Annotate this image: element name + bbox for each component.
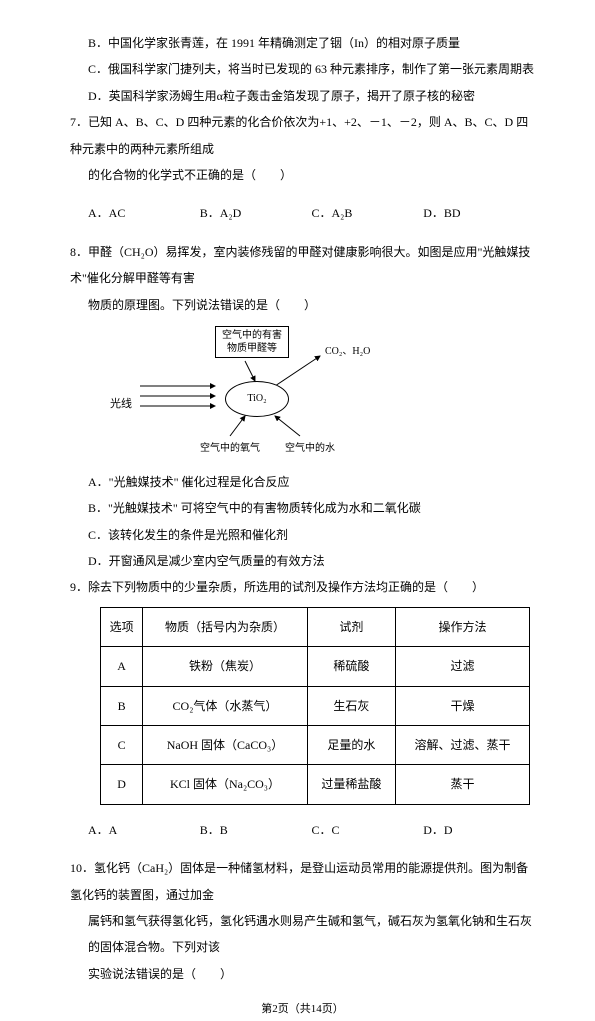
- diagram-top-box: 空气中的有害 物质甲醛等: [215, 326, 289, 358]
- cell: 溶解、过滤、蒸干: [395, 726, 529, 765]
- cell: 生石灰: [307, 686, 395, 725]
- q8-stem1: 8．甲醛（CH₂O）易挥发，室内装修残留的甲醛对健康影响很大。如图是应用"光触媒…: [70, 239, 535, 292]
- table-row: C NaOH 固体（CaCO₃） 足量的水 溶解、过滤、蒸干: [101, 726, 530, 765]
- q9-stem: 9．除去下列物质中的少量杂质，所选用的试剂及操作方法均正确的是（ ）: [70, 574, 535, 600]
- cell: 足量的水: [307, 726, 395, 765]
- table-row: A 铁粉（焦炭） 稀硫酸 过滤: [101, 647, 530, 686]
- q9-opt-b: B．B: [200, 817, 312, 843]
- cell: KCl 固体（Na₂CO₃）: [143, 765, 308, 804]
- q9-opt-a: A．A: [88, 817, 200, 843]
- cell: 过量稀盐酸: [307, 765, 395, 804]
- q10-stem2: 属钙和氢气获得氢化钙，氢化钙遇水则易产生碱和氢气，碱石灰为氢氧化钠和生石灰的固体…: [70, 908, 535, 961]
- page-footer: 第2页（共14页）: [70, 997, 535, 1021]
- cell: 过滤: [395, 647, 529, 686]
- cell: B: [101, 686, 143, 725]
- cell: 铁粉（焦炭）: [143, 647, 308, 686]
- cell: 干燥: [395, 686, 529, 725]
- q7-opt-d: D．BD: [423, 200, 535, 226]
- cell: 蒸干: [395, 765, 529, 804]
- q7-stem1: 7．已知 A、B、C、D 四种元素的化合价依次为+1、+2、－1、－2，则 A、…: [70, 109, 535, 162]
- q8-opt-b: B．"光触媒技术" 可将空气中的有害物质转化成为水和二氧化碳: [70, 495, 535, 521]
- q8-stem2: 物质的原理图。下列说法错误的是（ ）: [70, 292, 535, 318]
- cell: NaOH 固体（CaCO₃）: [143, 726, 308, 765]
- table-row: D KCl 固体（Na₂CO₃） 过量稀盐酸 蒸干: [101, 765, 530, 804]
- table-row: B CO₂气体（水蒸气） 生石灰 干燥: [101, 686, 530, 725]
- q7-stem2: 的化合物的化学式不正确的是（ ）: [70, 162, 535, 188]
- q9-table: 选项 物质（括号内为杂质） 试剂 操作方法 A 铁粉（焦炭） 稀硫酸 过滤 B …: [100, 607, 530, 805]
- q10-stem1: 10．氢化钙（CaH₂）固体是一种储氢材料，是登山运动员常用的能源提供剂。图为制…: [70, 855, 535, 908]
- cell: D: [101, 765, 143, 804]
- q8-opt-c: C．该转化发生的条件是光照和催化剂: [70, 522, 535, 548]
- q7-opt-b: B．A₂D: [200, 200, 312, 226]
- q7-opt-c: C．A₂B: [312, 200, 424, 226]
- q7-options: A．AC B．A₂D C．A₂B D．BD: [70, 200, 535, 226]
- cell: A: [101, 647, 143, 686]
- diagram-light: 光线: [110, 392, 132, 416]
- q10-stem3: 实验说法错误的是（ ）: [70, 961, 535, 987]
- diagram-co2: CO₂、H₂O: [325, 341, 370, 363]
- table-header-row: 选项 物质（括号内为杂质） 试剂 操作方法: [101, 607, 530, 646]
- th-method: 操作方法: [395, 607, 529, 646]
- q6-opt-c: C．俄国科学家门捷列夫，将当时已发现的 63 种元素排序，制作了第一张元素周期表: [70, 56, 535, 82]
- q6-opt-b: B．中国化学家张青莲，在 1991 年精确测定了铟（In）的相对原子质量: [70, 30, 535, 56]
- q6-opt-d: D．英国科学家汤姆生用α粒子轰击金箔发现了原子，揭开了原子核的秘密: [70, 83, 535, 109]
- th-reagent: 试剂: [307, 607, 395, 646]
- q7-opt-a: A．AC: [88, 200, 200, 226]
- q8-diagram: 空气中的有害 物质甲醛等 CO₂、H₂O TiO₂ 光线 空气中的氧气 空气中的…: [110, 326, 410, 461]
- q9-options: A．A B．B C．C D．D: [70, 817, 535, 843]
- q8-opt-a: A．"光触媒技术" 催化过程是化合反应: [70, 469, 535, 495]
- q9-opt-d: D．D: [423, 817, 535, 843]
- cell: 稀硫酸: [307, 647, 395, 686]
- diagram-bot2: 空气中的水: [285, 438, 335, 460]
- diagram-bot1: 空气中的氧气: [200, 438, 260, 460]
- q8-opt-d: D．开窗通风是减少室内空气质量的有效方法: [70, 548, 535, 574]
- diagram-center: TiO₂: [225, 381, 289, 417]
- cell: C: [101, 726, 143, 765]
- q9-opt-c: C．C: [312, 817, 424, 843]
- th-opt: 选项: [101, 607, 143, 646]
- th-subst: 物质（括号内为杂质）: [143, 607, 308, 646]
- cell: CO₂气体（水蒸气）: [143, 686, 308, 725]
